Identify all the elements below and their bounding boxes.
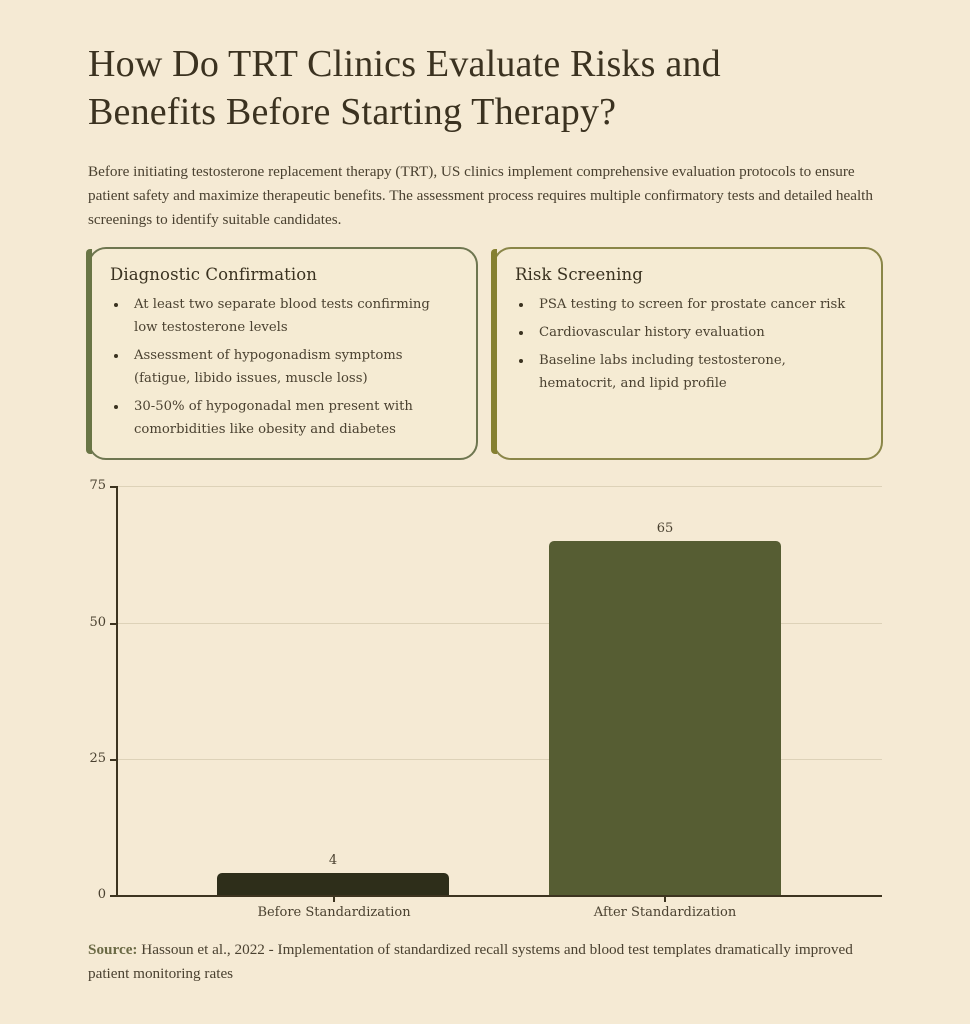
y-tick-label: 50 bbox=[89, 615, 106, 630]
y-tick-label: 25 bbox=[89, 751, 106, 766]
x-tick bbox=[664, 896, 666, 902]
card-title: Diagnostic Confirmation bbox=[110, 265, 318, 284]
bar-value-label: 65 bbox=[656, 520, 674, 536]
x-tick-label: Before Standardization bbox=[257, 905, 411, 920]
x-tick-label: After Standardization bbox=[593, 905, 737, 920]
gridline-50 bbox=[117, 623, 882, 624]
page-title: How Do TRT Clinics Evaluate Risks and Be… bbox=[88, 43, 721, 133]
source-text: Hassoun et al., 2022 - Implementation of… bbox=[88, 941, 853, 982]
bullet-list: At least two separate blood tests confir… bbox=[110, 293, 456, 441]
list-item: Assessment of hypogonadism symptoms (fat… bbox=[110, 344, 456, 390]
source-note: Source: Hassoun et al., 2022 - Implement… bbox=[88, 938, 888, 986]
y-tick-label: 0 bbox=[97, 887, 106, 902]
bar-after-standardization bbox=[549, 540, 781, 895]
bullet-list: PSA testing to screen for prostate cance… bbox=[515, 293, 861, 395]
list-item: At least two separate blood tests confir… bbox=[110, 293, 456, 339]
gridline-75 bbox=[117, 486, 882, 487]
y-tick bbox=[110, 759, 117, 761]
list-item: Cardiovascular history evaluation bbox=[515, 321, 861, 344]
gridline-25 bbox=[117, 759, 882, 760]
y-tick-label: 75 bbox=[89, 478, 106, 493]
x-axis bbox=[116, 895, 882, 897]
card-risk-screening: Risk Screening PSA testing to screen for… bbox=[491, 247, 883, 460]
card-diagnostic-confirmation: Diagnostic Confirmation At least two sep… bbox=[86, 247, 478, 460]
bar-before-standardization bbox=[217, 873, 449, 895]
x-tick bbox=[333, 896, 335, 902]
y-tick bbox=[110, 486, 117, 488]
list-item: 30-50% of hypogonadal men present with c… bbox=[110, 395, 456, 441]
bar-chart: 75 50 25 0 4 65 Before Standardization A… bbox=[0, 475, 970, 925]
intro-paragraph: Before initiating testosterone replaceme… bbox=[88, 163, 873, 228]
list-item: PSA testing to screen for prostate cance… bbox=[515, 293, 861, 316]
y-axis bbox=[116, 486, 118, 896]
y-tick bbox=[110, 895, 117, 897]
list-item: Baseline labs including testosterone, he… bbox=[515, 349, 861, 395]
bar-value-label: 4 bbox=[328, 853, 338, 869]
card-title: Risk Screening bbox=[515, 265, 643, 284]
y-tick bbox=[110, 623, 117, 625]
source-label: Source: bbox=[88, 941, 138, 958]
